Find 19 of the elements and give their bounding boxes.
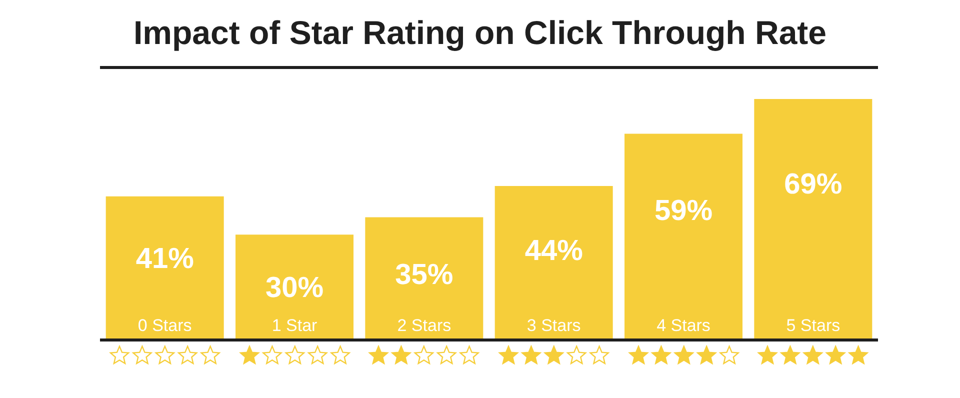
x-tick-label: 1 Star bbox=[272, 316, 318, 335]
data-label: 41% bbox=[136, 242, 194, 275]
x-tick-label: 4 Stars bbox=[656, 316, 710, 335]
data-label: 44% bbox=[524, 234, 584, 267]
data-label: 35% bbox=[395, 258, 454, 291]
bar bbox=[754, 99, 872, 339]
x-tick-label: 3 Stars bbox=[526, 316, 581, 335]
x-tick-label: 5 Stars bbox=[786, 316, 840, 335]
chart-title: Impact of Star Rating on Click Through Rate bbox=[132, 14, 828, 52]
data-label: 30% bbox=[265, 272, 324, 304]
x-tick-label: 0 Stars bbox=[138, 316, 192, 335]
bar bbox=[106, 196, 224, 339]
bar bbox=[624, 134, 742, 339]
bar bbox=[494, 186, 613, 339]
data-label: 69% bbox=[784, 168, 842, 200]
bar bbox=[365, 217, 484, 339]
x-tick-label: 2 Stars bbox=[397, 316, 452, 335]
data-label: 59% bbox=[654, 195, 713, 228]
bar bbox=[236, 234, 354, 339]
